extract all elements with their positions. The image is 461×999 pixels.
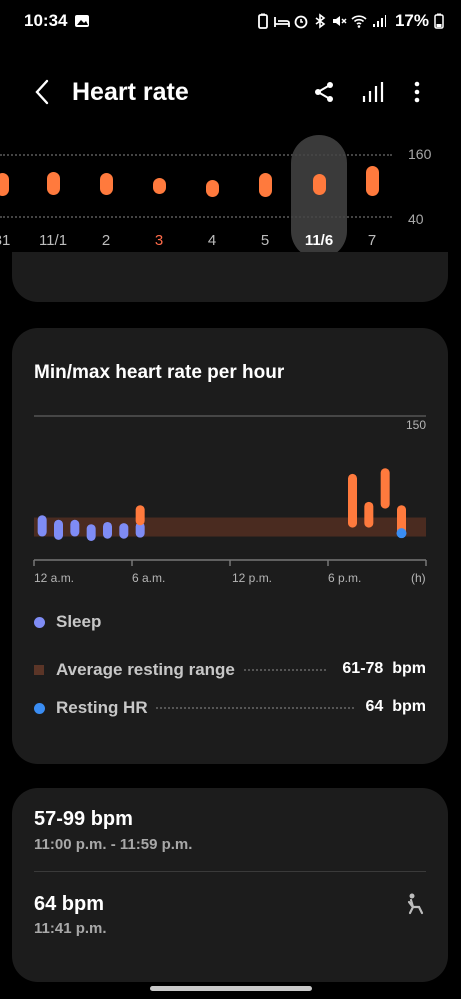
share-icon [315, 82, 333, 102]
more-vert-icon [414, 81, 420, 103]
week-bar-1[interactable] [47, 171, 60, 195]
hr-bar-1-3 [380, 468, 390, 509]
week-bar-5[interactable] [259, 173, 272, 197]
week-day-label-1[interactable]: 11/1 [38, 232, 68, 249]
alarm-icon [294, 15, 308, 29]
hr-bar-0-3 [86, 524, 96, 541]
hr-bar-1-2 [364, 501, 374, 528]
bed-icon [274, 17, 290, 27]
resting-range-unit: bpm [392, 660, 426, 677]
back-button[interactable] [24, 74, 60, 110]
week-bar-0[interactable] [0, 172, 9, 196]
grid-line-bottom [0, 216, 392, 218]
resting-hr-number: 64 [365, 698, 384, 715]
battery-icon [434, 13, 444, 29]
record-row-resting[interactable]: 64 bpm 11:41 p.m. [12, 872, 448, 952]
share-button[interactable] [306, 74, 342, 110]
hr-bar-0-0 [37, 515, 47, 537]
resting-range-legend-swatch [34, 665, 44, 675]
resting-range-band [34, 517, 426, 537]
week-bar-2[interactable] [100, 173, 113, 195]
x-label-6pm: 6 p.m. [328, 571, 362, 585]
hr-bar-0-6 [135, 521, 145, 538]
bluetooth-icon [315, 13, 326, 29]
sleep-legend-dot [34, 617, 45, 628]
week-bar-6[interactable] [313, 174, 326, 196]
wifi-icon [351, 15, 367, 28]
hr-bar-0-4 [103, 521, 112, 539]
status-time: 10:34 [24, 11, 68, 30]
signal-icon [373, 15, 386, 27]
resting-hr-legend-label: Resting HR [56, 698, 148, 717]
chart-view-button[interactable] [355, 74, 391, 110]
record-resting-value: 64 bpm [34, 893, 105, 915]
more-options-button[interactable] [399, 74, 435, 110]
mute-icon [333, 16, 347, 26]
min-max-card [12, 328, 448, 764]
resting-range-legend-label: Average resting range [56, 660, 235, 679]
hr-bar-1-0 [135, 505, 145, 526]
summary-card [12, 252, 448, 302]
records-card [12, 788, 448, 982]
week-day-label-3[interactable]: 3 [154, 232, 164, 249]
x-label-12am: 12 a.m. [34, 571, 75, 585]
record-resting-time: 11:41 p.m. [34, 920, 107, 937]
hr-bar-0-5 [119, 523, 129, 539]
resting-hr-unit: bpm [392, 698, 426, 715]
x-label-hours-unit: (h) [411, 571, 426, 585]
resting-range-value: 61-78 bpm [334, 660, 426, 678]
record-range-value: 57-99 bpm [34, 808, 133, 830]
divider [34, 871, 426, 872]
resting-seated-icon [407, 893, 424, 915]
resting-range-dots [244, 669, 326, 671]
resting-hr-value: 64 bpm [356, 698, 426, 716]
status-bar: 10:34 17% [0, 0, 461, 44]
resting-hr-point [396, 528, 407, 539]
week-day-label-0[interactable]: 31 [0, 232, 11, 249]
record-row-range[interactable]: 57-99 bpm 11:00 p.m. - 11:59 p.m. [12, 788, 448, 872]
battery-saver-icon [258, 13, 268, 29]
week-day-label-4[interactable]: 4 [207, 232, 217, 249]
gallery-icon [75, 15, 89, 27]
resting-hr-legend-dot [34, 703, 45, 714]
y-axis-top-label: 150 [406, 418, 427, 432]
chart-title: Min/max heart rate per hour [34, 362, 285, 383]
hr-bar-0-1 [54, 519, 63, 540]
hourly-heart-rate-chart [33, 415, 427, 566]
sleep-legend-label: Sleep [56, 612, 102, 631]
x-label-6am: 6 a.m. [132, 571, 166, 585]
x-label-12pm: 12 p.m. [232, 571, 273, 585]
bar-chart-icon [362, 82, 384, 102]
resting-range-number: 61-78 [342, 660, 384, 677]
week-day-label-7[interactable]: 7 [367, 232, 377, 249]
hr-bar-1-1 [348, 473, 357, 528]
week-day-label-6[interactable]: 11/6 [304, 232, 334, 249]
page-title: Heart rate [72, 78, 189, 106]
battery-percent: 17% [394, 11, 429, 30]
record-range-time: 11:00 p.m. - 11:59 p.m. [34, 836, 193, 853]
back-arrow-icon [35, 79, 49, 105]
home-indicator[interactable] [150, 986, 312, 991]
resting-hr-dots [156, 707, 354, 709]
y-axis-max-label: 160 [408, 146, 432, 162]
week-bar-7[interactable] [366, 166, 379, 197]
hr-bar-0-2 [70, 519, 80, 537]
week-bar-4[interactable] [206, 180, 219, 198]
week-bar-3[interactable] [153, 177, 166, 195]
grid-line-top [0, 154, 392, 156]
week-day-label-2[interactable]: 2 [101, 232, 111, 249]
week-day-label-5[interactable]: 5 [260, 232, 270, 249]
y-axis-min-label: 40 [408, 211, 424, 227]
